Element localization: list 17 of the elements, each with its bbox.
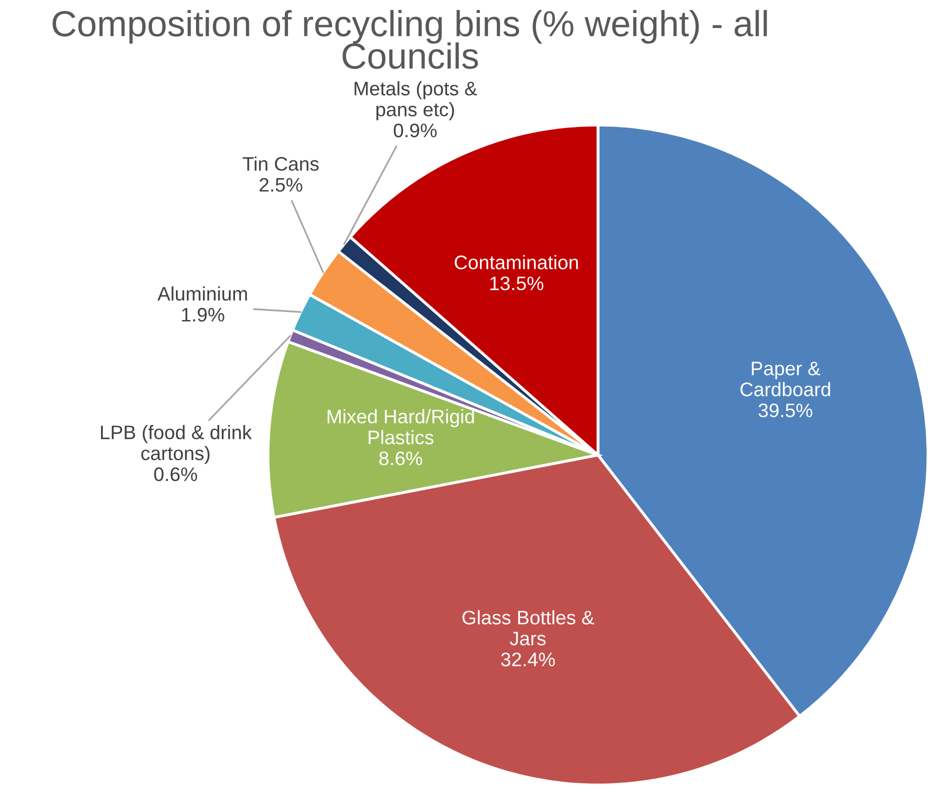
data-label: 32.4% (501, 652, 555, 666)
chart-title: Composition of recycling bins (% weight) - all Councils (52, 10, 767, 69)
slice-label: LPB (food & drink cartons) (101, 424, 252, 464)
slice-label: Mixed Hard/Rigid Plastics (328, 409, 474, 444)
data-label: 1.9% (182, 308, 224, 322)
data-label: 39.5% (758, 403, 812, 418)
data-label: 0.6% (154, 467, 198, 482)
slice-label: Aluminium (157, 286, 247, 301)
slice-label: Paper & Cardboard (740, 362, 830, 396)
data-label: 2.5% (260, 178, 302, 192)
data-label: 8.6% (379, 452, 422, 466)
slice-label: Glass Bottles & Jars (462, 610, 594, 646)
slice-label: Contamination (454, 255, 578, 270)
slice-label: Tin Cans (242, 156, 319, 171)
data-label: 13.5% (490, 276, 544, 290)
data-label: 0.9% (394, 124, 437, 138)
slice-label: Metals (pots & pans etc) (354, 81, 478, 120)
